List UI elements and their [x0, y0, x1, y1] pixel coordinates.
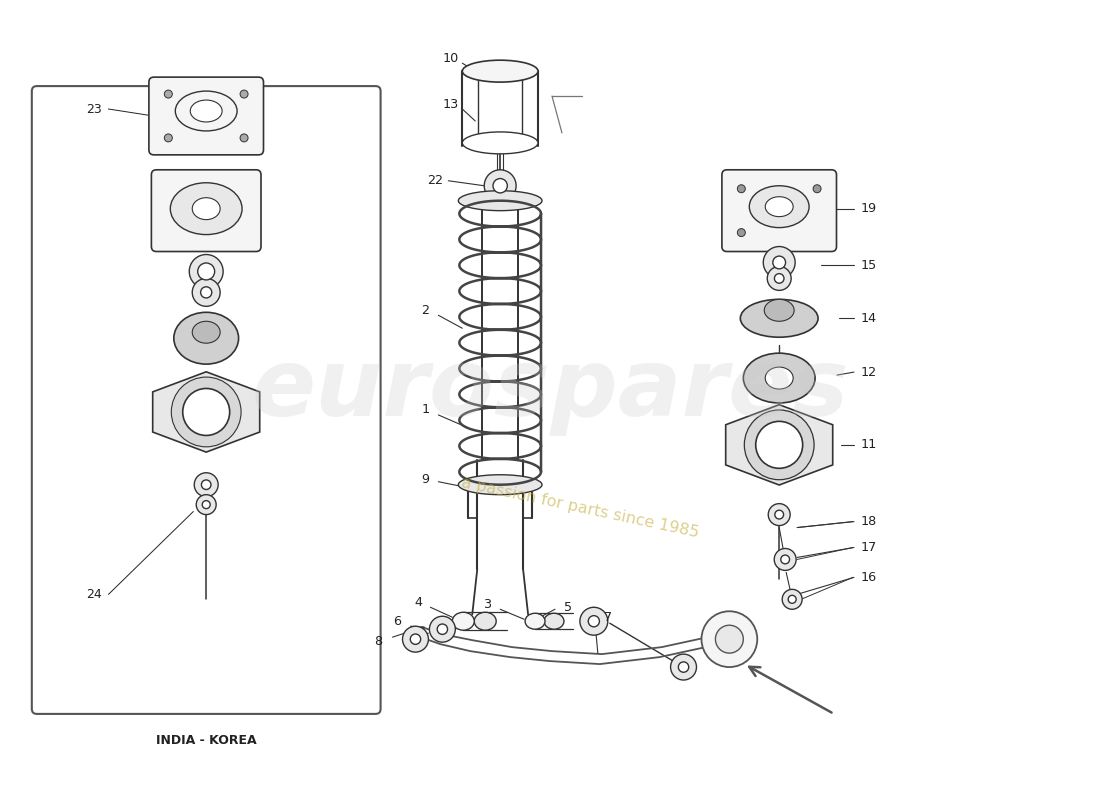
Circle shape [189, 254, 223, 288]
Circle shape [781, 555, 790, 564]
Ellipse shape [459, 190, 542, 210]
Ellipse shape [740, 299, 818, 338]
Text: 18: 18 [861, 515, 877, 528]
Circle shape [183, 389, 230, 435]
Circle shape [191, 397, 221, 427]
Ellipse shape [462, 132, 538, 154]
Circle shape [580, 607, 608, 635]
Text: 6: 6 [394, 614, 402, 628]
FancyBboxPatch shape [722, 170, 836, 251]
Circle shape [671, 654, 696, 680]
Text: a passion for parts since 1985: a passion for parts since 1985 [460, 475, 700, 540]
Text: 16: 16 [861, 571, 877, 584]
Circle shape [240, 134, 249, 142]
Ellipse shape [170, 182, 242, 234]
Text: 2: 2 [421, 304, 429, 317]
Circle shape [737, 229, 746, 237]
Circle shape [202, 501, 210, 509]
Circle shape [410, 634, 420, 644]
Circle shape [756, 422, 803, 468]
Circle shape [484, 170, 516, 202]
Polygon shape [153, 372, 260, 452]
Circle shape [429, 616, 455, 642]
Text: 3: 3 [483, 598, 492, 610]
FancyBboxPatch shape [32, 86, 381, 714]
Ellipse shape [764, 299, 794, 322]
Circle shape [192, 278, 220, 306]
Circle shape [200, 286, 212, 298]
Polygon shape [726, 405, 833, 485]
Text: 1: 1 [421, 403, 429, 417]
Circle shape [437, 624, 448, 634]
Text: 4: 4 [415, 596, 422, 609]
Circle shape [774, 549, 796, 570]
Ellipse shape [544, 614, 564, 630]
Circle shape [774, 510, 783, 519]
Circle shape [767, 266, 791, 290]
Text: 17: 17 [861, 541, 877, 554]
Text: 14: 14 [861, 312, 877, 325]
Circle shape [702, 611, 757, 667]
Text: 11: 11 [861, 438, 877, 451]
Circle shape [715, 626, 744, 653]
Circle shape [172, 377, 241, 447]
Text: 13: 13 [442, 98, 459, 110]
Ellipse shape [175, 91, 238, 131]
Text: 22: 22 [428, 174, 443, 187]
Circle shape [768, 504, 790, 526]
Text: 5: 5 [564, 601, 572, 614]
Circle shape [774, 274, 784, 283]
Ellipse shape [192, 198, 220, 220]
Text: 10: 10 [442, 52, 459, 65]
Text: 9: 9 [421, 474, 429, 486]
Circle shape [164, 134, 173, 142]
Text: 23: 23 [86, 102, 101, 115]
FancyBboxPatch shape [152, 170, 261, 251]
Ellipse shape [192, 322, 220, 343]
Ellipse shape [766, 197, 793, 217]
Circle shape [789, 595, 796, 603]
Circle shape [403, 626, 428, 652]
Text: 24: 24 [86, 588, 101, 601]
Circle shape [782, 590, 802, 610]
Circle shape [773, 256, 785, 269]
Circle shape [813, 185, 821, 193]
Ellipse shape [452, 612, 474, 630]
Circle shape [763, 246, 795, 278]
Ellipse shape [744, 353, 815, 403]
Ellipse shape [462, 60, 538, 82]
Ellipse shape [478, 136, 522, 150]
Ellipse shape [749, 186, 810, 228]
Circle shape [745, 410, 814, 480]
Ellipse shape [525, 614, 544, 630]
Circle shape [196, 494, 217, 514]
Circle shape [164, 90, 173, 98]
Text: 8: 8 [374, 634, 383, 648]
Circle shape [766, 431, 793, 458]
Circle shape [737, 185, 746, 193]
Ellipse shape [474, 612, 496, 630]
Circle shape [195, 473, 218, 497]
FancyBboxPatch shape [148, 77, 264, 155]
Circle shape [240, 90, 249, 98]
Circle shape [201, 480, 211, 490]
Text: 15: 15 [861, 259, 877, 272]
Ellipse shape [459, 474, 542, 494]
Text: INDIA - KOREA: INDIA - KOREA [156, 734, 256, 747]
Ellipse shape [766, 367, 793, 389]
Text: 7: 7 [604, 610, 612, 624]
Text: 19: 19 [861, 202, 877, 215]
Circle shape [198, 263, 214, 280]
Text: eurospares: eurospares [251, 344, 849, 436]
Circle shape [679, 662, 689, 672]
Text: 12: 12 [861, 366, 877, 378]
Circle shape [588, 616, 600, 627]
Ellipse shape [174, 312, 239, 364]
Circle shape [493, 178, 507, 193]
Ellipse shape [190, 100, 222, 122]
